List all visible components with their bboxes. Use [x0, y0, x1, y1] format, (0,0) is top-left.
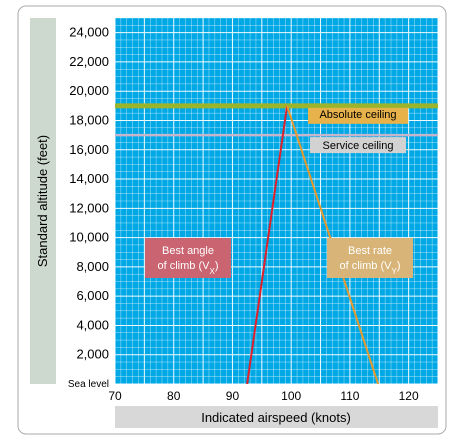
y-tick-label: 10,000 — [69, 230, 109, 245]
annotation-line2-vy-box: of climb (VY) — [340, 260, 401, 276]
y-tick-label: 14,000 — [69, 171, 109, 186]
ref-label-service: Service ceiling — [323, 140, 394, 152]
annotation-line2-vx-box: of climb (VX) — [158, 260, 219, 276]
x-tick-label: 70 — [108, 389, 122, 403]
x-tick-labels: 70 80 90 100 110 120 — [108, 389, 419, 403]
y-axis-label: Standard altitude (feet) — [35, 135, 50, 267]
series-line-vx — [246, 105, 289, 385]
y-tick-label: 2,000 — [76, 347, 109, 362]
annotation-boxes: Best angle of climb (VX) Best rate of climb… — [145, 238, 413, 278]
y-tick-label: 16,000 — [69, 142, 109, 157]
ylabel-band — [30, 18, 56, 384]
x-tick-label: 90 — [226, 389, 240, 403]
y-tick-label: 12,000 — [69, 200, 109, 215]
x-tick-label: 80 — [167, 389, 181, 403]
x-tick-label: 120 — [399, 389, 419, 403]
xlabel-band — [115, 406, 438, 428]
ref-label-bg-service — [310, 137, 406, 154]
annotation-bg-vx-box — [145, 238, 231, 278]
ref-label-bg-absolute — [308, 107, 408, 124]
y-tick-label: 22,000 — [69, 54, 109, 69]
annotation-line1-vy-box: Best rate — [348, 245, 392, 257]
y-tick-labels: Sea level 2,000 4,000 6,000 8,000 10,000 12,00… — [68, 25, 109, 390]
annotation-line1-vx-box: Best angle — [162, 245, 214, 257]
x-tick-label: 100 — [281, 389, 301, 403]
ref-line-service — [115, 133, 438, 137]
x-tick-label: 110 — [340, 389, 359, 403]
ref-line-absolute — [115, 103, 438, 109]
y-tick-label: 20,000 — [69, 83, 109, 98]
y-tick-label: 4,000 — [76, 317, 109, 332]
y-tick-label-sea-level: Sea level — [68, 379, 109, 390]
y-tick-label: 8,000 — [76, 259, 109, 274]
y-tick-label: 18,000 — [69, 112, 109, 127]
x-axis-label: Indicated airspeed (knots) — [201, 410, 351, 425]
annotation-bg-vy-box — [327, 238, 413, 278]
y-tick-label: 6,000 — [76, 288, 109, 303]
y-tick-label: 24,000 — [69, 25, 109, 40]
ceiling-lines: Absolute ceiling Service ceiling — [115, 103, 438, 154]
ref-label-absolute: Absolute ceiling — [319, 109, 396, 121]
